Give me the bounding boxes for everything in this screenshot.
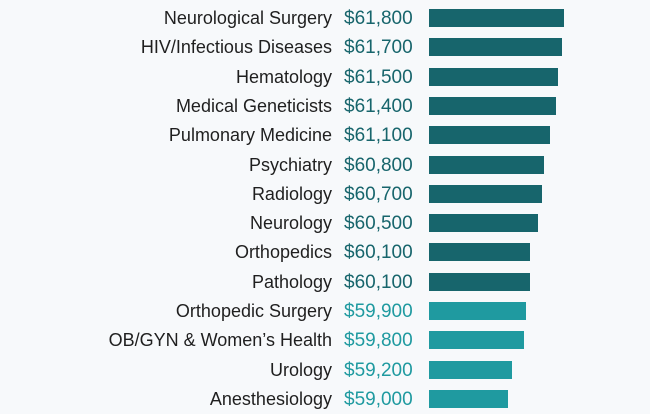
bar-row: Medical Geneticists $61,400 [0,92,650,121]
bar [429,389,508,408]
bar [429,67,558,86]
chart-area: Neurological Surgery $61,800 HIV/Infectiou… [0,4,650,410]
bar-row: Urology $59,200 [0,356,650,385]
category-label: Neurology [249,213,332,234]
value-label: $59,000 [344,388,413,410]
bar [429,272,530,291]
bar [429,360,512,379]
category-label: Pulmonary Medicine [168,125,332,146]
category-label: Psychiatry [248,154,332,175]
value-label: $60,100 [344,271,413,293]
value-label: $61,500 [344,66,413,88]
value-label: $59,200 [344,359,413,381]
bar-row: Psychiatry $60,800 [0,151,650,180]
bar [429,126,550,145]
bar-row: Neurology $60,500 [0,209,650,238]
category-label: Urology [269,359,332,380]
bar-row: HIV/Infectious Diseases $61,700 [0,33,650,62]
category-label: Hematology [235,66,332,87]
bar-row: OB/GYN & Women’s Health $59,800 [0,326,650,355]
value-label: $61,800 [344,8,413,29]
value-label: $61,700 [344,37,413,59]
category-label: Pathology [251,271,332,292]
value-label: $60,800 [344,154,413,176]
bar-row: Pulmonary Medicine $61,100 [0,121,650,150]
category-label: Orthopedics [234,242,332,263]
category-label: Neurological Surgery [163,8,332,28]
bar [429,331,524,350]
value-label: $60,100 [344,242,413,264]
category-label: Radiology [251,183,332,204]
bar [429,9,564,27]
value-label: $61,400 [344,95,413,117]
bar [429,302,526,320]
category-label: Medical Geneticists [175,95,332,116]
bar-row: Anesthesiology $59,000 [0,385,650,414]
bar [429,155,544,174]
category-label: Orthopedic Surgery [175,301,332,321]
category-label: HIV/Infectious Diseases [140,37,332,58]
category-label: OB/GYN & Women’s Health [108,330,332,351]
value-label: $61,100 [344,125,413,147]
value-label: $59,800 [344,330,413,352]
value-label: $60,500 [344,213,413,235]
bar [429,243,530,262]
category-label: Anesthesiology [209,388,332,409]
value-label: $59,900 [344,301,413,322]
bar [429,96,556,115]
value-label: $60,700 [344,183,413,205]
bar-row: Orthopedics $60,100 [0,238,650,267]
bar-row: Hematology $61,500 [0,63,650,92]
bar-row: Orthopedic Surgery $59,900 [0,297,650,326]
bar [429,38,562,57]
bar [429,214,538,233]
bar-row: Radiology $60,700 [0,180,650,209]
bar [429,184,542,203]
bar-row: Pathology $60,100 [0,268,650,297]
bar-row: Neurological Surgery $61,800 [0,4,650,33]
